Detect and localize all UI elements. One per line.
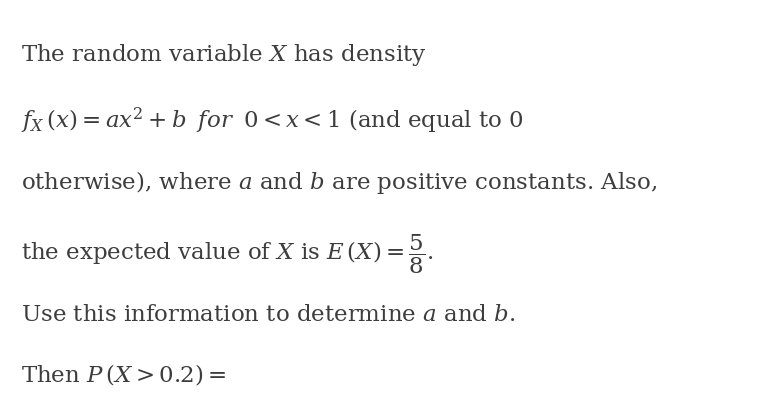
Text: Use this information to determine $a$ and $b$.: Use this information to determine $a$ an… — [21, 304, 515, 326]
Text: The random variable $X$ has density: The random variable $X$ has density — [21, 42, 427, 68]
Text: $f_X\,(x) = ax^2 + b \;\; for \;\; 0 < x < 1$ (and equal to 0: $f_X\,(x) = ax^2 + b \;\; for \;\; 0 < x… — [21, 105, 524, 136]
Text: otherwise), where $a$ and $b$ are positive constants. Also,: otherwise), where $a$ and $b$ are positi… — [21, 169, 657, 196]
Text: the expected value of $X$ is $E\,(X) = \dfrac{5}{8}.$: the expected value of $X$ is $E\,(X) = \… — [21, 233, 434, 276]
Text: Then $P\,(X > 0.2) =$: Then $P\,(X > 0.2) =$ — [21, 362, 226, 387]
